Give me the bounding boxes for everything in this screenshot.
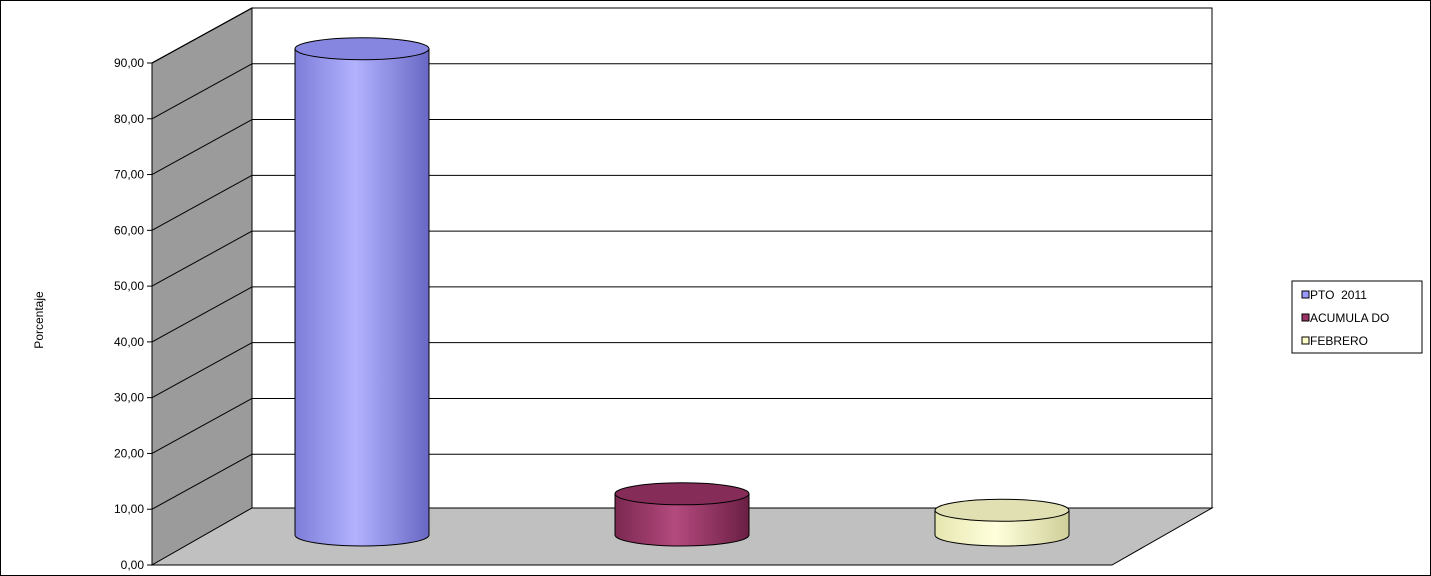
y-tick-label: 60,00 <box>114 223 144 237</box>
y-tick-label: 10,00 <box>114 502 144 516</box>
y-tick-label: 40,00 <box>114 335 144 349</box>
bar-top-shade <box>935 499 1069 522</box>
side-gridline <box>151 286 253 343</box>
bar-2 <box>934 498 1070 547</box>
legend-swatch <box>1301 336 1310 345</box>
side-gridline <box>151 7 253 64</box>
y-tick-label: 80,00 <box>114 112 144 126</box>
bar-body <box>294 48 430 547</box>
bar-1 <box>614 482 750 547</box>
bar-top <box>294 37 430 61</box>
side-gridline <box>151 230 253 287</box>
side-gridline <box>151 453 253 510</box>
bar-top-shade <box>295 37 429 60</box>
bar-top-shade <box>615 482 749 505</box>
bars <box>294 37 1070 547</box>
legend-label: PTO 2011 <box>1310 288 1367 302</box>
y-tick-label: 0,00 <box>121 558 145 572</box>
y-tick-label: 20,00 <box>114 446 144 460</box>
bar-top <box>934 498 1070 522</box>
bar-top <box>614 482 750 506</box>
side-gridline <box>151 342 253 399</box>
legend-swatch <box>1301 290 1310 299</box>
y-tick-label: 30,00 <box>114 391 144 405</box>
bar-body <box>614 493 750 547</box>
legend-label: FEBRERO <box>1310 334 1368 348</box>
y-tick-label: 50,00 <box>114 279 144 293</box>
legend-label: ACUMULA DO <box>1310 311 1389 325</box>
side-gridline <box>151 119 253 175</box>
legend-box <box>1291 280 1423 354</box>
legend: PTO 2011 ACUMULA DO FEBRERO <box>1291 280 1423 354</box>
y-axis-title: Porcentaje <box>32 291 46 349</box>
side-gridline <box>151 174 253 231</box>
y-tick-label: 70,00 <box>114 168 144 182</box>
y-tick-label: 90,00 <box>114 56 144 70</box>
y-axis: 0,00 10,00 20,00 30,00 40,00 50,00 60,00 70,00 8… <box>114 56 152 572</box>
side-gridline <box>151 398 253 454</box>
bar-0 <box>294 37 430 547</box>
legend-swatch <box>1301 313 1310 322</box>
side-gridline <box>151 63 253 120</box>
